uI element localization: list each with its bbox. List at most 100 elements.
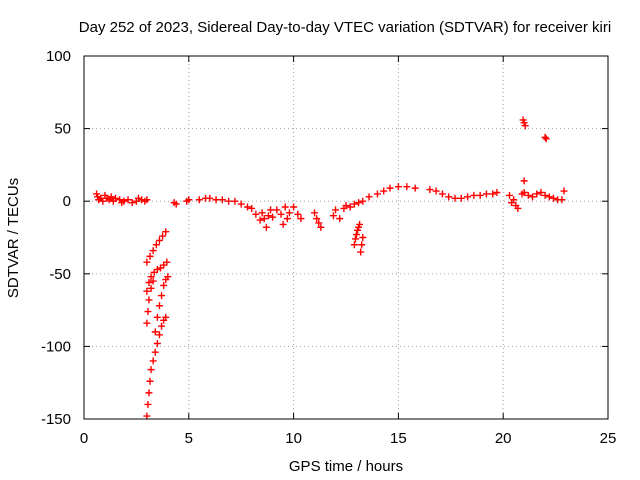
data-point [158, 322, 166, 330]
data-point [521, 122, 529, 130]
data-point [352, 231, 360, 239]
data-point [336, 215, 344, 223]
data-point [155, 331, 163, 339]
y-tick-label: -150 [41, 411, 71, 428]
x-axis-label: GPS time / hours [289, 458, 403, 475]
data-point [107, 193, 115, 201]
data-point [550, 194, 558, 202]
data-point [172, 200, 180, 208]
data-point [145, 279, 153, 287]
data-point [262, 223, 270, 231]
data-point [350, 241, 358, 249]
data-point [99, 197, 107, 205]
data-point [243, 203, 251, 211]
data-point [267, 206, 275, 214]
x-tick-label: 20 [495, 430, 512, 447]
data-point [558, 196, 566, 204]
data-point [505, 191, 513, 199]
x-tick-label: 10 [285, 430, 302, 447]
data-point [153, 265, 161, 273]
data-point [351, 235, 359, 243]
data-point [162, 228, 170, 236]
data-point [152, 241, 160, 249]
data-point [143, 258, 151, 266]
data-point [493, 188, 501, 196]
data-point [143, 196, 151, 204]
data-point [149, 277, 157, 285]
data-point [185, 196, 193, 204]
data-point [542, 135, 550, 143]
data-point [537, 188, 545, 196]
data-point [279, 220, 287, 228]
data-point [248, 204, 256, 212]
data-point [155, 302, 163, 310]
data-point [143, 412, 151, 420]
data-point [225, 197, 233, 205]
data-point [541, 191, 549, 199]
data-point [294, 210, 302, 218]
data-point [365, 193, 373, 201]
y-tick-label: -50 [49, 266, 71, 283]
data-point [146, 252, 154, 260]
data-point [212, 196, 220, 204]
data-point [311, 209, 319, 217]
data-point [144, 400, 152, 408]
data-point [269, 213, 277, 221]
data-point [355, 199, 363, 207]
data-point [146, 377, 154, 385]
y-tick-label: 50 [54, 121, 71, 138]
data-point [195, 196, 203, 204]
data-point [144, 308, 152, 316]
data-point [438, 190, 446, 198]
data-point [346, 203, 354, 211]
data-point [529, 193, 537, 201]
data-point [264, 212, 272, 220]
data-point [545, 193, 553, 201]
data-point [256, 216, 264, 224]
data-point [155, 236, 163, 244]
data-point [120, 197, 128, 205]
data-point [342, 202, 350, 210]
data-point [514, 204, 522, 212]
data-point [533, 190, 541, 198]
data-point [317, 223, 325, 231]
data-point [163, 258, 171, 266]
data-point [237, 200, 245, 208]
data-point [482, 190, 490, 198]
data-point [359, 197, 367, 205]
data-point [297, 215, 305, 223]
data-point [277, 210, 285, 218]
data-point [386, 184, 394, 192]
data-point [332, 206, 340, 214]
axis-ticks: 0 5 10 15 20 25 -150 -100 -50 0 50 100 [41, 48, 616, 447]
data-point [357, 248, 365, 256]
data-point [147, 366, 155, 374]
data-point [143, 287, 151, 295]
data-point [162, 313, 170, 321]
data-point [143, 319, 151, 327]
data-point [206, 194, 214, 202]
chart-title: Day 252 of 2023, Sidereal Day-to-day VTE… [79, 19, 611, 36]
data-point [489, 190, 497, 198]
data-point [356, 220, 364, 228]
data-point [520, 177, 528, 185]
data-point [432, 187, 440, 195]
data-point [145, 389, 153, 397]
data-point [329, 212, 337, 220]
y-axis-label: SDTVAR / TECUs [5, 178, 22, 298]
data-point [160, 281, 168, 289]
data-point [350, 200, 358, 208]
data-point [147, 273, 155, 281]
data-points [93, 116, 568, 420]
data-point [426, 186, 434, 194]
data-point [470, 191, 478, 199]
data-point [457, 194, 465, 202]
x-tick-label: 0 [80, 430, 88, 447]
grid-lines [84, 56, 608, 419]
data-point [111, 194, 119, 202]
data-point [403, 183, 411, 191]
data-point [290, 203, 298, 211]
y-tick-label: 0 [63, 193, 71, 210]
data-point [520, 188, 528, 196]
